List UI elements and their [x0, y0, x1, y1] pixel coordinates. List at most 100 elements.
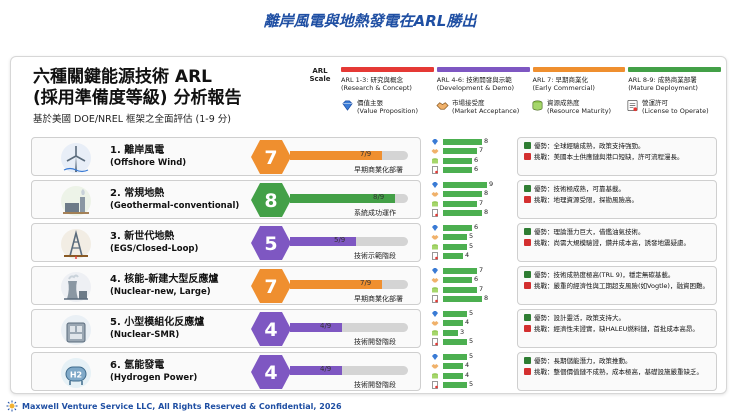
metric-resource-maturity-icon	[432, 243, 438, 250]
legend-item-market: 市場接受度 (Market Acceptance)	[436, 99, 531, 115]
footer-text: Maxwell Venture Service LLC, All Rights …	[22, 401, 342, 411]
legend-item-value: 價值主張 (Value Proposition)	[341, 99, 436, 115]
metric-resource-maturity-icon	[432, 200, 438, 207]
metric-value: 4	[465, 361, 470, 370]
arl-progress-fill	[290, 366, 342, 375]
pros-cons-box: 優勢：理論潛力巨大，借鑑油氣技術。 挑戰：尚需大規模驗證，鑽井成本高，誘發地震疑慮…	[517, 223, 717, 262]
metric-bar	[443, 372, 463, 379]
footer: Maxwell Venture Service LLC, All Rights …	[6, 400, 342, 412]
arl-progress-label: 8/9	[373, 193, 385, 201]
technology-name-en: (Hydrogen Power)	[110, 373, 198, 383]
metric-value: 4	[465, 318, 470, 327]
metric-license-to-operate-icon	[432, 295, 438, 303]
technology-name-en: (Offshore Wind)	[110, 158, 187, 168]
arl-score-badge: 7	[251, 140, 291, 174]
metric-license-to-operate-icon	[432, 381, 438, 389]
technology-row: H2 6. 氫能發電 (Hydrogen Power) 4/9 4 技術開發階段 5 4 4 5 優…	[11, 352, 726, 391]
metric-value: 7	[479, 266, 484, 274]
report-title-line1: 六種關鍵能源技術 ARL	[33, 67, 212, 87]
metric-license-to-operate: 5	[431, 337, 507, 346]
metric-bar	[443, 200, 477, 207]
check-icon	[524, 228, 531, 235]
metric-value: 7	[479, 284, 484, 293]
technology-row: 5. 小型模組化反應爐 (Nuclear-SMR) 4/9 4 技術開發階段 5 4 3 5 優勢…	[11, 309, 726, 348]
metric-resource-maturity: 5	[431, 242, 507, 251]
hydrogen-tank-icon: H2	[61, 358, 91, 388]
metric-value-proposition-icon	[432, 268, 438, 274]
scale-bar-development	[436, 67, 530, 72]
report-title: 六種關鍵能源技術 ARL (採用準備度等級) 分析報告	[33, 67, 241, 109]
metric-value: 6	[474, 223, 479, 231]
scale-category: ARL 4-6: 技術開發與示範 (Development & Demo)	[436, 76, 515, 92]
arl-progress-label: 5/9	[334, 236, 346, 244]
technology-card: 4. 核能-新建大型反應爐 (Nuclear-new, Large) 7/9 7 早期商…	[31, 266, 421, 305]
metric-value: 5	[469, 379, 474, 388]
check-icon	[524, 357, 531, 364]
technology-name-en: (Geothermal-conventional)	[110, 201, 240, 211]
metric-value: 6	[474, 164, 479, 173]
metric-bar	[443, 234, 467, 241]
metric-bar	[443, 354, 467, 360]
technology-name-en: (Nuclear-new, Large)	[110, 287, 211, 297]
metric-market-acceptance-icon	[431, 278, 439, 283]
arl-score-badge: 4	[251, 355, 291, 389]
scale-categories: ARL 1-3: 研究與概念 (Research & Concept) ARL 4…	[341, 76, 721, 92]
arl-progress-fill	[290, 151, 382, 160]
pros-cons-box: 優勢：長期儲能潛力，政策推動。 挑戰：整個價值鏈不成熟，成本極高，基礎設施嚴重缺乏…	[517, 352, 717, 391]
check-icon	[524, 314, 531, 321]
metric-bar	[443, 277, 472, 284]
svg-text:H2: H2	[70, 371, 82, 380]
metric-value-proposition-icon	[432, 225, 438, 231]
metric-market-acceptance: 5	[431, 232, 507, 241]
metric-resource-maturity-icon	[432, 286, 438, 293]
metric-market-acceptance-icon	[431, 235, 439, 240]
company-logo-icon	[6, 400, 18, 412]
technology-name: 5. 小型模組化反應爐	[110, 317, 205, 328]
stage-label: 技術開發階段	[354, 381, 396, 389]
technology-name: 3. 新世代地熱	[110, 231, 175, 242]
metric-license-to-operate-icon	[432, 209, 438, 217]
metric-bar	[443, 295, 482, 302]
arl-score-badge: 4	[251, 312, 291, 346]
metric-market-acceptance: 6	[431, 275, 507, 284]
metric-bar	[443, 268, 477, 274]
metric-market-acceptance: 7	[431, 146, 507, 155]
metric-value: 3	[460, 327, 465, 336]
metric-license-to-operate-icon	[432, 166, 438, 174]
con-note: 挑戰：經濟性未證實，缺HALEU燃料鏈，首批成本高昂。	[524, 325, 714, 333]
metric-value: 7	[479, 146, 484, 155]
scale-bar-mature	[628, 67, 721, 72]
report-title-line2: (採用準備度等級) 分析報告	[33, 88, 242, 108]
pro-note: 優勢：技術成熟度極高(TRL 9)，穩定無碳基載。	[524, 271, 714, 279]
technology-row: 2. 常規地熱 (Geothermal-conventional) 8/9 8 系統成功…	[11, 180, 726, 219]
metric-value: 6	[474, 275, 479, 284]
arl-progress-fill	[290, 280, 382, 289]
pros-cons-box: 優勢：技術極成熟，可靠基載。 挑戰：地理資源受限，探勘風險高。	[517, 180, 717, 219]
technology-name-en: (Nuclear-SMR)	[110, 330, 180, 340]
metric-resource-maturity-icon	[432, 157, 438, 164]
metric-value: 5	[469, 352, 474, 360]
scale-bar-early-commercial	[532, 67, 626, 72]
metric-market-acceptance-icon	[431, 321, 439, 326]
metric-bar	[443, 209, 482, 216]
metric-value-proposition-icon	[432, 139, 438, 145]
scale-category: ARL 7: 早期商業化 (Early Commercial)	[532, 76, 595, 92]
metric-market-acceptance-icon	[431, 364, 439, 369]
metric-bar	[443, 338, 467, 345]
pro-note: 優勢：全球經驗成熟，政策支持強勁。	[524, 142, 714, 150]
metric-resource-maturity-icon	[432, 372, 438, 379]
check-icon	[524, 142, 531, 149]
arl-progress-track: 5/9	[290, 236, 408, 246]
technology-name-en: (EGS/Closed-Loop)	[110, 244, 199, 254]
metric-value: 4	[465, 250, 470, 259]
arl-progress-label: 4/9	[320, 365, 332, 373]
metric-bar	[443, 148, 477, 155]
arl-score-badge: 8	[251, 183, 291, 217]
technology-name: 6. 氫能發電	[110, 360, 165, 371]
metric-value-proposition: 7	[431, 266, 507, 275]
pro-note: 優勢：設計靈活，政策支持大。	[524, 314, 714, 322]
arl-progress-fill	[290, 194, 395, 203]
